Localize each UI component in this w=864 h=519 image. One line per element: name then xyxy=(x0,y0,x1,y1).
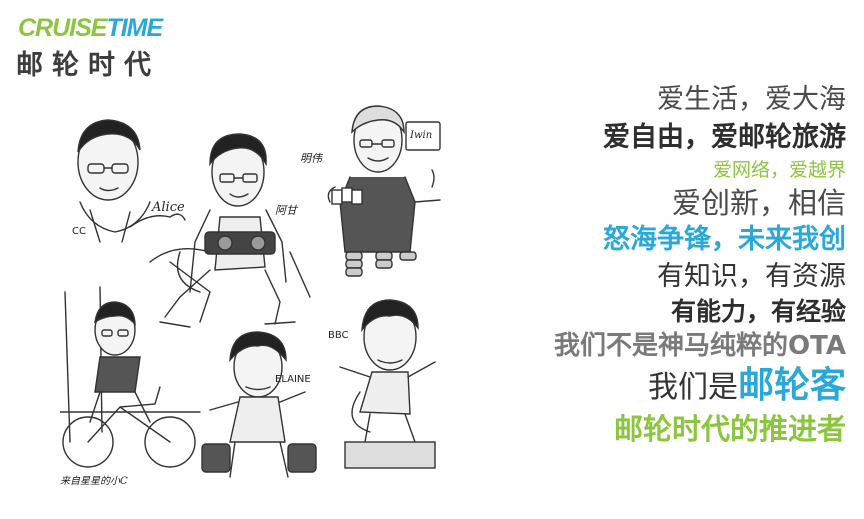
figure-age xyxy=(149,133,311,328)
figure-mingwei xyxy=(327,105,441,277)
figure-cc xyxy=(77,119,186,243)
logo-chinese: 邮轮时代 xyxy=(16,50,160,81)
slogan-line-9: 我们是邮轮客 xyxy=(426,364,846,407)
slogan-line-1: 爱生活，爱大海 xyxy=(657,84,846,115)
slogan-line-7: 有能力，有经验 xyxy=(670,297,846,327)
caption-bbc: BBC xyxy=(328,330,349,341)
caption-xiaoc: 来自星星的小C xyxy=(60,476,128,487)
caption-elaine: ELAINE xyxy=(275,374,311,385)
slogan-line-2: 爱自由，爱邮轮旅游 xyxy=(603,122,846,154)
logo: CRUISETIME 邮轮时代 xyxy=(14,14,194,86)
figure-elaine xyxy=(201,331,317,478)
slogan-line-8: 我们不是神马纯粹的OTA xyxy=(554,331,846,362)
slogan-line-3: 爱网络，爱越界 xyxy=(712,158,846,181)
logo-english: CRUISETIME xyxy=(18,14,163,42)
slogan-line-9-highlight: 邮轮客 xyxy=(737,365,846,407)
slogan-line-6: 有知识，有资源 xyxy=(657,260,846,292)
slogan-line-10: 邮轮时代的推进者 xyxy=(613,411,846,446)
sketch-drawing xyxy=(59,105,441,478)
slogan-line-5: 怒海争锋，未来我创 xyxy=(603,224,846,256)
figure-bbc xyxy=(339,299,436,469)
team-sketch-illustration: CC Alice 阿甘 明伟 Iwin ELAINE BBC 来自星星的小C xyxy=(59,92,460,487)
slogan-line-9-prefix: 我们是 xyxy=(647,370,738,406)
logo-english-part1: CRUISE xyxy=(18,14,107,42)
caption-cc-signature: Alice xyxy=(152,200,185,215)
caption-age: 阿甘 xyxy=(275,204,297,217)
slogan-line-4: 爱创新，相信 xyxy=(671,185,846,220)
caption-cc: CC xyxy=(72,226,86,237)
figure-xiaoc xyxy=(59,286,201,468)
caption-mingwei: 明伟 xyxy=(300,152,322,165)
slogan-list: 爱生活，爱大海 爱自由，爱邮轮旅游 爱网络，爱越界 爱创新，相信 怒海争锋，未来… xyxy=(426,84,846,446)
logo-english-part2: TIME xyxy=(106,14,163,42)
caption-mingwei-card: Iwin xyxy=(410,130,433,141)
